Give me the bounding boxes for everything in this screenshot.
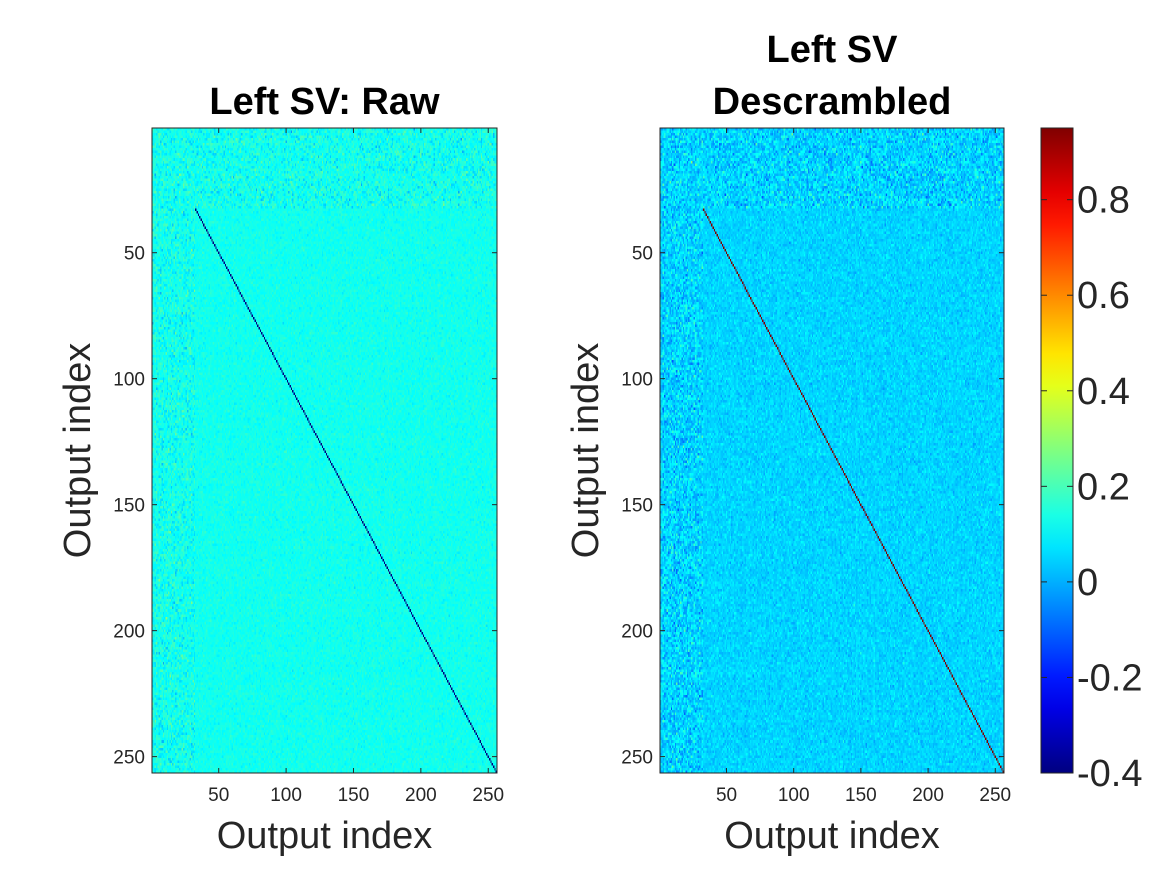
chart-title-line: Descrambled [713, 81, 952, 123]
y-tick-label: 50 [124, 244, 145, 265]
axes-frame [659, 127, 1005, 774]
colorbar-tick-label: 0.2 [1077, 466, 1130, 508]
x-tick-label: 250 [979, 785, 1011, 806]
colorbar-tick-label: -0.2 [1077, 657, 1142, 699]
x-tick-label: 200 [912, 785, 944, 806]
x-tick-label: 50 [716, 785, 737, 806]
heatmap-panel-descrambled: 50 100 150 200 250 50 100 150 200 250 Output index… [565, 29, 1011, 857]
colorbar: -0.4 -0.2 0 0.2 0.4 0.6 0.8 [1040, 127, 1142, 795]
x-tick-label: 250 [472, 785, 504, 806]
colorbar-frame [1040, 127, 1074, 774]
heatmap-image [152, 128, 497, 773]
y-tick-label: 50 [632, 244, 653, 265]
y-tick-label: 250 [621, 748, 653, 769]
chart-title: Left SV: Raw [209, 81, 440, 123]
y-tick-label: 100 [113, 370, 145, 391]
heatmap-panel-raw: 50 100 150 200 250 50 100 150 200 250 Output index… [57, 81, 504, 857]
x-axis-label: Output index [724, 815, 939, 857]
colorbar-tick-label: 0 [1077, 562, 1098, 604]
y-tick-label: 250 [113, 748, 145, 769]
y-tick-label: 200 [113, 622, 145, 643]
y-axis-label: Output index [57, 343, 99, 558]
axes-frame [151, 127, 498, 774]
x-tick-label: 200 [405, 785, 437, 806]
chart-title-line: Left SV [767, 29, 899, 71]
x-axis-label: Output index [217, 815, 432, 857]
x-tick-label: 50 [208, 785, 229, 806]
heatmap-image [660, 128, 1004, 773]
x-tick-label: 150 [845, 785, 877, 806]
colorbar-gradient [1041, 128, 1073, 773]
y-tick-label: 150 [113, 496, 145, 517]
y-axis-label: Output index [565, 343, 607, 558]
y-tick-label: 150 [621, 496, 653, 517]
colorbar-tick-label: 0.6 [1077, 275, 1130, 317]
x-tick-label: 150 [338, 785, 370, 806]
colorbar-tick-label: 0.4 [1077, 371, 1130, 413]
colorbar-tick-label: 0.8 [1077, 180, 1130, 222]
x-tick-label: 100 [270, 785, 302, 806]
y-tick-label: 100 [621, 370, 653, 391]
colorbar-tick-label: -0.4 [1077, 753, 1142, 795]
y-tick-label: 200 [621, 622, 653, 643]
x-tick-label: 100 [778, 785, 810, 806]
